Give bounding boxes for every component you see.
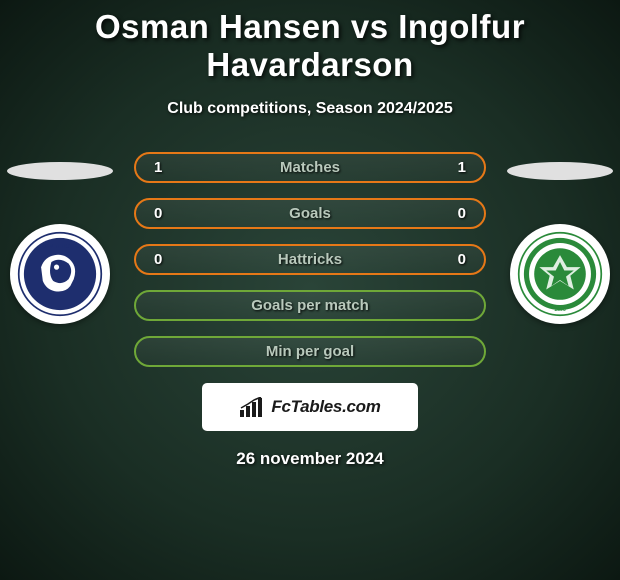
stat-row-hattricks: 0 Hattricks 0 <box>134 244 486 275</box>
left-club-badge: RANDERS FC <box>10 224 110 324</box>
main-content: RANDERS FC 1 Matches 1 0 Goals 0 0 Hattr… <box>0 162 620 367</box>
stats-column: 1 Matches 1 0 Goals 0 0 Hattricks 0 Goal… <box>134 152 486 367</box>
bars-chart-icon <box>239 397 265 417</box>
svg-text:RANDERS FC: RANDERS FC <box>40 244 80 250</box>
randers-fc-logo-icon: RANDERS FC <box>17 231 103 317</box>
stat-label: Min per goal <box>136 343 484 360</box>
right-side-column: 1896 <box>500 162 620 324</box>
left-performance-ellipse <box>7 162 113 180</box>
right-performance-ellipse <box>507 162 613 180</box>
right-club-badge: 1896 <box>510 224 610 324</box>
stat-label: Hattricks <box>136 251 484 268</box>
stat-row-min-per-goal: Min per goal <box>134 336 486 367</box>
stat-label: Goals per match <box>136 297 484 314</box>
stat-label: Matches <box>136 159 484 176</box>
stat-row-matches: 1 Matches 1 <box>134 152 486 183</box>
stat-label: Goals <box>136 205 484 222</box>
brand-text: FcTables.com <box>271 397 380 417</box>
date-text: 26 november 2024 <box>0 449 620 469</box>
brand-box[interactable]: FcTables.com <box>202 383 418 431</box>
page-title: Osman Hansen vs Ingolfur Havardarson <box>0 8 620 84</box>
svg-text:1896: 1896 <box>554 307 566 313</box>
left-side-column: RANDERS FC <box>0 162 120 324</box>
stat-row-goals-per-match: Goals per match <box>134 290 486 321</box>
stat-row-goals: 0 Goals 0 <box>134 198 486 229</box>
viborg-ff-logo-icon: 1896 <box>517 231 603 317</box>
subtitle: Club competitions, Season 2024/2025 <box>0 100 620 118</box>
comparison-card: Osman Hansen vs Ingolfur Havardarson Clu… <box>0 0 620 580</box>
